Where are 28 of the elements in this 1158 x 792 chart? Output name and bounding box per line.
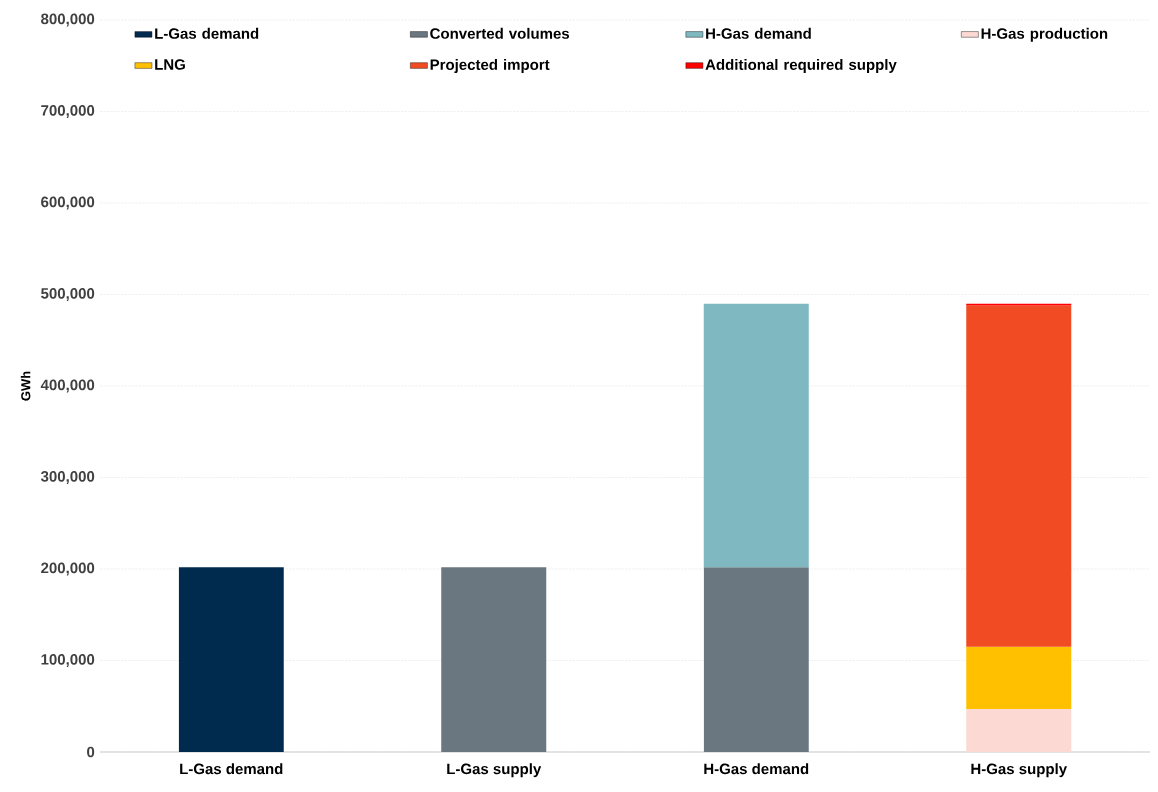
x-tick-label: L-Gas supply [447,763,542,778]
y-tick-label: 100,000 [41,654,95,667]
y-tick-label: 600,000 [41,196,95,210]
legend-label: Projected import [430,58,550,73]
bar [703,303,809,568]
y-tick-label: 700,000 [41,105,95,118]
x-tick-label: L-Gas demand [180,763,283,775]
legend-label: LNG [155,59,185,70]
y-tick-label: 0 [87,746,95,758]
y-axis-title: GWh [20,371,31,401]
x-tick-label: H-Gas supply [971,763,1068,778]
bar [966,305,1072,647]
y-tick-label: 300,000 [40,471,95,484]
y-tick-label: 800,000 [41,13,95,27]
bar [966,708,1072,752]
bar [966,646,1072,709]
y-tick-label: 200,000 [41,562,95,576]
x-tick-label: H-Gas demand [704,763,809,775]
legend-label: Converted volumes [430,27,570,39]
y-tick-label: 400,000 [40,379,95,393]
legend-label: H-Gas production [981,27,1108,42]
y-tick-label: 500,000 [41,288,95,301]
bar [441,567,547,752]
bar [703,567,809,752]
legend-label: L-Gas demand [155,27,259,39]
legend-label: Additional required supply [705,58,897,73]
bar [178,567,284,752]
legend-label: H-Gas demand [706,27,811,39]
